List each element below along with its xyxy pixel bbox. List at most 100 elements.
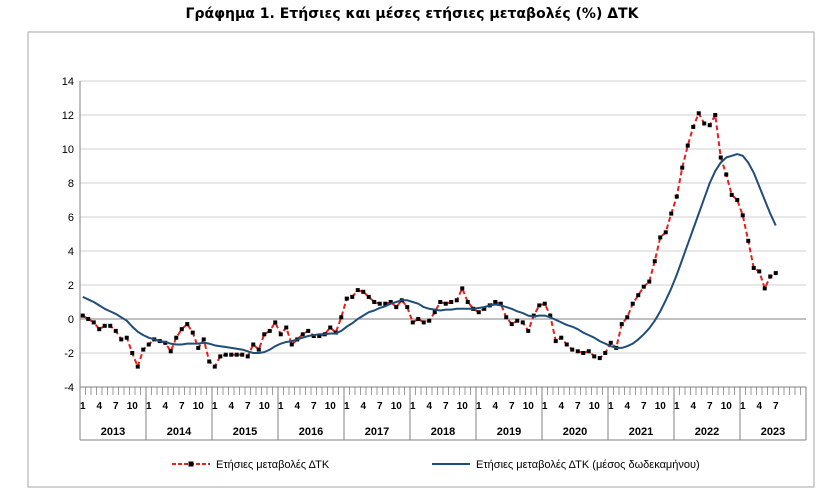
- y-tick-label: 4: [68, 246, 74, 258]
- x-year-label: 2013: [101, 426, 125, 438]
- x-year-label: 2015: [233, 426, 257, 438]
- data-point-annual: [141, 347, 146, 352]
- x-year-label: 2017: [365, 426, 389, 438]
- data-point-annual: [592, 354, 597, 359]
- data-point-annual: [174, 335, 179, 340]
- data-point-annual: [641, 284, 646, 289]
- data-point-annual: [768, 274, 773, 279]
- x-month-label: 4: [228, 401, 234, 412]
- x-year-label: 2018: [431, 426, 455, 438]
- x-month-label: 1: [146, 401, 152, 412]
- data-point-annual: [130, 351, 135, 355]
- data-point-annual: [388, 300, 393, 304]
- data-point-annual: [685, 143, 690, 148]
- x-month-label: 10: [589, 401, 601, 412]
- data-point-annual: [603, 351, 608, 355]
- x-month-label: 7: [113, 401, 119, 412]
- legend-label-average: Ετήσιες μεταβολές ΔΤΚ (μέσος δωδεκαμήνου…: [476, 459, 700, 471]
- data-point-annual: [234, 352, 239, 357]
- data-point-annual: [339, 315, 344, 320]
- data-point-annual: [119, 337, 124, 342]
- x-month-label: 1: [674, 401, 680, 412]
- data-point-annual: [405, 305, 410, 310]
- x-month-label: 4: [558, 401, 564, 412]
- data-point-annual: [537, 303, 542, 308]
- data-point-annual: [377, 301, 382, 306]
- data-point-annual: [702, 121, 707, 126]
- data-point-annual: [504, 315, 509, 320]
- data-point-annual: [201, 337, 206, 342]
- x-month-label: 7: [377, 401, 383, 412]
- data-point-annual: [482, 306, 487, 311]
- x-month-label: 7: [443, 401, 449, 412]
- data-point-annual: [691, 124, 696, 129]
- x-month-label: 4: [624, 401, 630, 412]
- y-tick-label: 10: [62, 144, 74, 156]
- x-month-label: 7: [773, 401, 779, 412]
- data-point-annual: [410, 320, 415, 325]
- x-month-label: 1: [344, 401, 350, 412]
- data-point-annual: [245, 354, 250, 359]
- data-point-annual: [240, 352, 245, 357]
- chart-title: Γράφημα 1. Ετήσιες και μέσες ετήσιες μετ…: [185, 6, 639, 22]
- data-point-annual: [680, 165, 685, 170]
- x-year-label: 2021: [629, 426, 653, 438]
- data-point-annual: [575, 349, 580, 354]
- x-month-label: 10: [127, 401, 139, 412]
- data-point-annual: [366, 294, 371, 299]
- data-point-annual: [696, 111, 701, 116]
- data-point-annual: [432, 310, 437, 315]
- data-point-annual: [427, 318, 432, 323]
- data-point-annual: [597, 356, 602, 361]
- data-point-annual: [724, 172, 729, 177]
- data-point-annual: [515, 318, 520, 323]
- x-month-label: 7: [179, 401, 185, 412]
- x-month-label: 1: [278, 401, 284, 412]
- x-month-label: 10: [259, 401, 271, 412]
- data-point-annual: [559, 335, 564, 340]
- data-point-annual: [438, 300, 443, 304]
- data-point-annual: [278, 332, 283, 337]
- data-point-annual: [383, 301, 388, 306]
- data-point-annual: [476, 310, 481, 315]
- data-point-annual: [493, 300, 498, 304]
- x-month-label: 7: [707, 401, 713, 412]
- data-point-annual: [135, 364, 140, 369]
- x-year-label: 2023: [761, 426, 785, 438]
- data-point-annual: [86, 317, 91, 321]
- data-point-annual: [465, 300, 470, 304]
- chart-frame: [27, 31, 815, 488]
- x-month-label: 10: [523, 401, 535, 412]
- data-point-annual: [454, 298, 459, 303]
- series-line-annual: [82, 112, 777, 368]
- data-point-annual: [581, 351, 586, 355]
- data-point-annual: [498, 301, 503, 306]
- data-point-annual: [746, 238, 751, 243]
- data-point-annual: [586, 349, 591, 354]
- data-point-annual: [350, 294, 355, 299]
- data-point-annual: [146, 342, 151, 347]
- y-tick-label: 2: [68, 280, 74, 292]
- data-point-annual: [636, 293, 641, 298]
- data-point-annual: [267, 328, 272, 333]
- data-point-annual: [608, 340, 613, 345]
- data-point-annual: [289, 342, 294, 347]
- x-month-label: 4: [360, 401, 366, 412]
- x-month-label: 10: [193, 401, 205, 412]
- x-month-label: 4: [162, 401, 168, 412]
- data-point-annual: [674, 194, 679, 199]
- data-point-annual: [284, 325, 289, 330]
- data-point-annual: [553, 339, 558, 344]
- data-point-annual: [168, 349, 173, 354]
- data-point-annual: [179, 327, 184, 332]
- data-point-annual: [355, 288, 360, 293]
- x-month-label: 4: [690, 401, 696, 412]
- x-year-label: 2019: [497, 426, 521, 438]
- legend-marker-annual: [188, 461, 194, 467]
- data-point-annual: [328, 325, 333, 330]
- x-axis: 1 4 7 10 1 4 7 10 1 4 7 10 1 4 7 10 1 4 7 10 1 4 7 10 1 4 7 10 1 4 7 10…: [79, 318, 807, 441]
- data-point-annual: [273, 320, 278, 325]
- x-month-label: 1: [608, 401, 614, 412]
- x-month-label: 10: [457, 401, 469, 412]
